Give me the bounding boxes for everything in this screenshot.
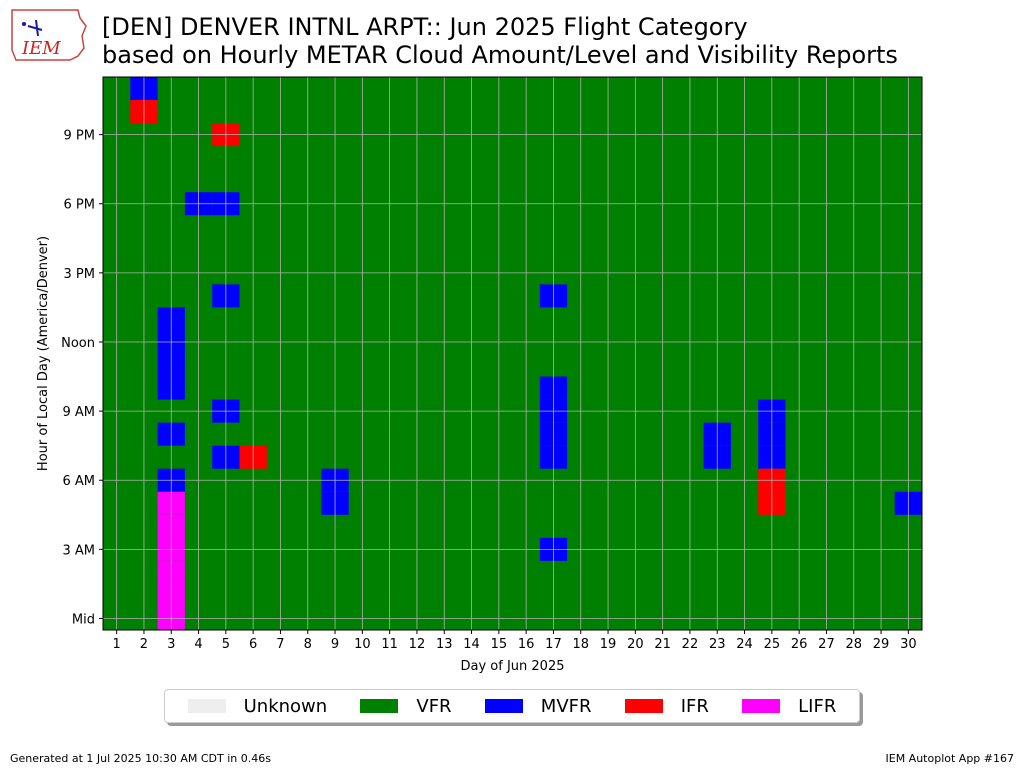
x-tick-label: 2 <box>140 637 148 652</box>
legend-item-unknown: Unknown <box>187 695 328 717</box>
chart-title-line1: [DEN] DENVER INTNL ARPT:: Jun 2025 Fligh… <box>102 13 748 41</box>
x-tick-label: 27 <box>818 637 835 652</box>
x-tick-label: 8 <box>304 637 312 652</box>
y-tick-label: 3 PM <box>64 267 95 282</box>
heatmap-cells <box>103 77 922 630</box>
legend-swatch <box>484 699 523 713</box>
y-tick-label: 6 PM <box>64 198 95 213</box>
x-tick-label: 6 <box>249 637 257 652</box>
y-axis-ticks: Mid 3 AM 6 AM 9 AM Noon 3 PM 6 PM 9 PM <box>61 129 103 627</box>
y-tick-label: 3 AM <box>62 543 95 558</box>
legend-label: MVFR <box>540 695 592 717</box>
x-tick-label: 5 <box>222 637 230 652</box>
legend-item-mvfr: MVFR <box>484 695 592 717</box>
iem-logo: IEM <box>8 6 88 64</box>
x-tick-label: 1 <box>113 637 121 652</box>
x-tick-label: 19 <box>600 637 617 652</box>
grid-lines <box>103 77 922 630</box>
x-tick-label: 21 <box>654 637 671 652</box>
flight-category-heatmap: 1 2 3 4 5 6 7 8 9 10 11 12 13 14 15 16 17 18 19 20 21 22 23 24 2… <box>36 76 923 674</box>
legend-swatch <box>742 699 781 713</box>
x-tick-label: 26 <box>791 637 808 652</box>
legend-label: VFR <box>416 695 452 717</box>
y-tick-label: Noon <box>61 336 95 351</box>
x-tick-label: 11 <box>381 637 398 652</box>
autoplot-app-id: IEM Autoplot App #167 <box>885 752 1015 765</box>
legend-item-lifr: LIFR <box>742 696 836 717</box>
x-tick-label: 9 <box>331 637 339 652</box>
x-tick-label: 13 <box>436 637 453 652</box>
x-tick-label: 20 <box>627 637 644 652</box>
legend-item-ifr: IFR <box>624 695 709 717</box>
x-tick-label: 16 <box>518 637 535 652</box>
x-tick-label: 12 <box>409 637 426 652</box>
x-tick-label: 3 <box>167 637 175 652</box>
plot-frame <box>102 76 923 631</box>
y-tick-label: 9 AM <box>62 405 95 420</box>
legend-swatch <box>360 699 399 713</box>
x-axis-ticks: 1 2 3 4 5 6 7 8 9 10 11 12 13 14 15 16 17 18 19 20 21 22 23 24 2… <box>113 630 917 652</box>
legend-swatch <box>187 699 226 713</box>
legend: Unknown VFR MVFR IFR LIFR <box>164 689 860 723</box>
logo-text: IEM <box>21 38 61 59</box>
y-tick-label: Mid <box>72 612 95 627</box>
y-tick-label: 9 PM <box>64 129 95 144</box>
x-tick-label: 22 <box>682 637 699 652</box>
legend-label: Unknown <box>243 695 328 717</box>
x-tick-label: 7 <box>276 637 284 652</box>
x-tick-label: 18 <box>572 637 589 652</box>
x-tick-label: 14 <box>463 637 480 652</box>
x-tick-label: 17 <box>545 637 562 652</box>
legend-label: LIFR <box>798 695 837 717</box>
heatmap-background-vfr <box>103 77 922 630</box>
x-tick-label: 25 <box>764 637 781 652</box>
x-tick-label: 15 <box>491 637 508 652</box>
x-tick-label: 4 <box>194 637 202 652</box>
x-tick-label: 24 <box>736 637 753 652</box>
x-tick-label: 23 <box>709 637 726 652</box>
x-tick-label: 28 <box>845 637 862 652</box>
legend-label: IFR <box>680 695 709 717</box>
generated-timestamp: Generated at 1 Jul 2025 10:30 AM CDT in … <box>10 752 271 765</box>
x-tick-label: 29 <box>873 637 890 652</box>
x-axis-label: Day of Jun 2025 <box>461 659 565 674</box>
x-tick-label: 10 <box>354 637 371 652</box>
y-tick-label: 6 AM <box>62 474 95 489</box>
y-axis-label: Hour of Local Day (America/Denver) <box>36 236 51 471</box>
x-tick-label: 30 <box>900 637 917 652</box>
legend-item-vfr: VFR <box>360 695 452 717</box>
iowa-state-outline-icon: IEM <box>11 9 87 61</box>
chart-title-line2: based on Hourly METAR Cloud Amount/Level… <box>102 41 898 69</box>
legend-swatch <box>624 699 663 713</box>
